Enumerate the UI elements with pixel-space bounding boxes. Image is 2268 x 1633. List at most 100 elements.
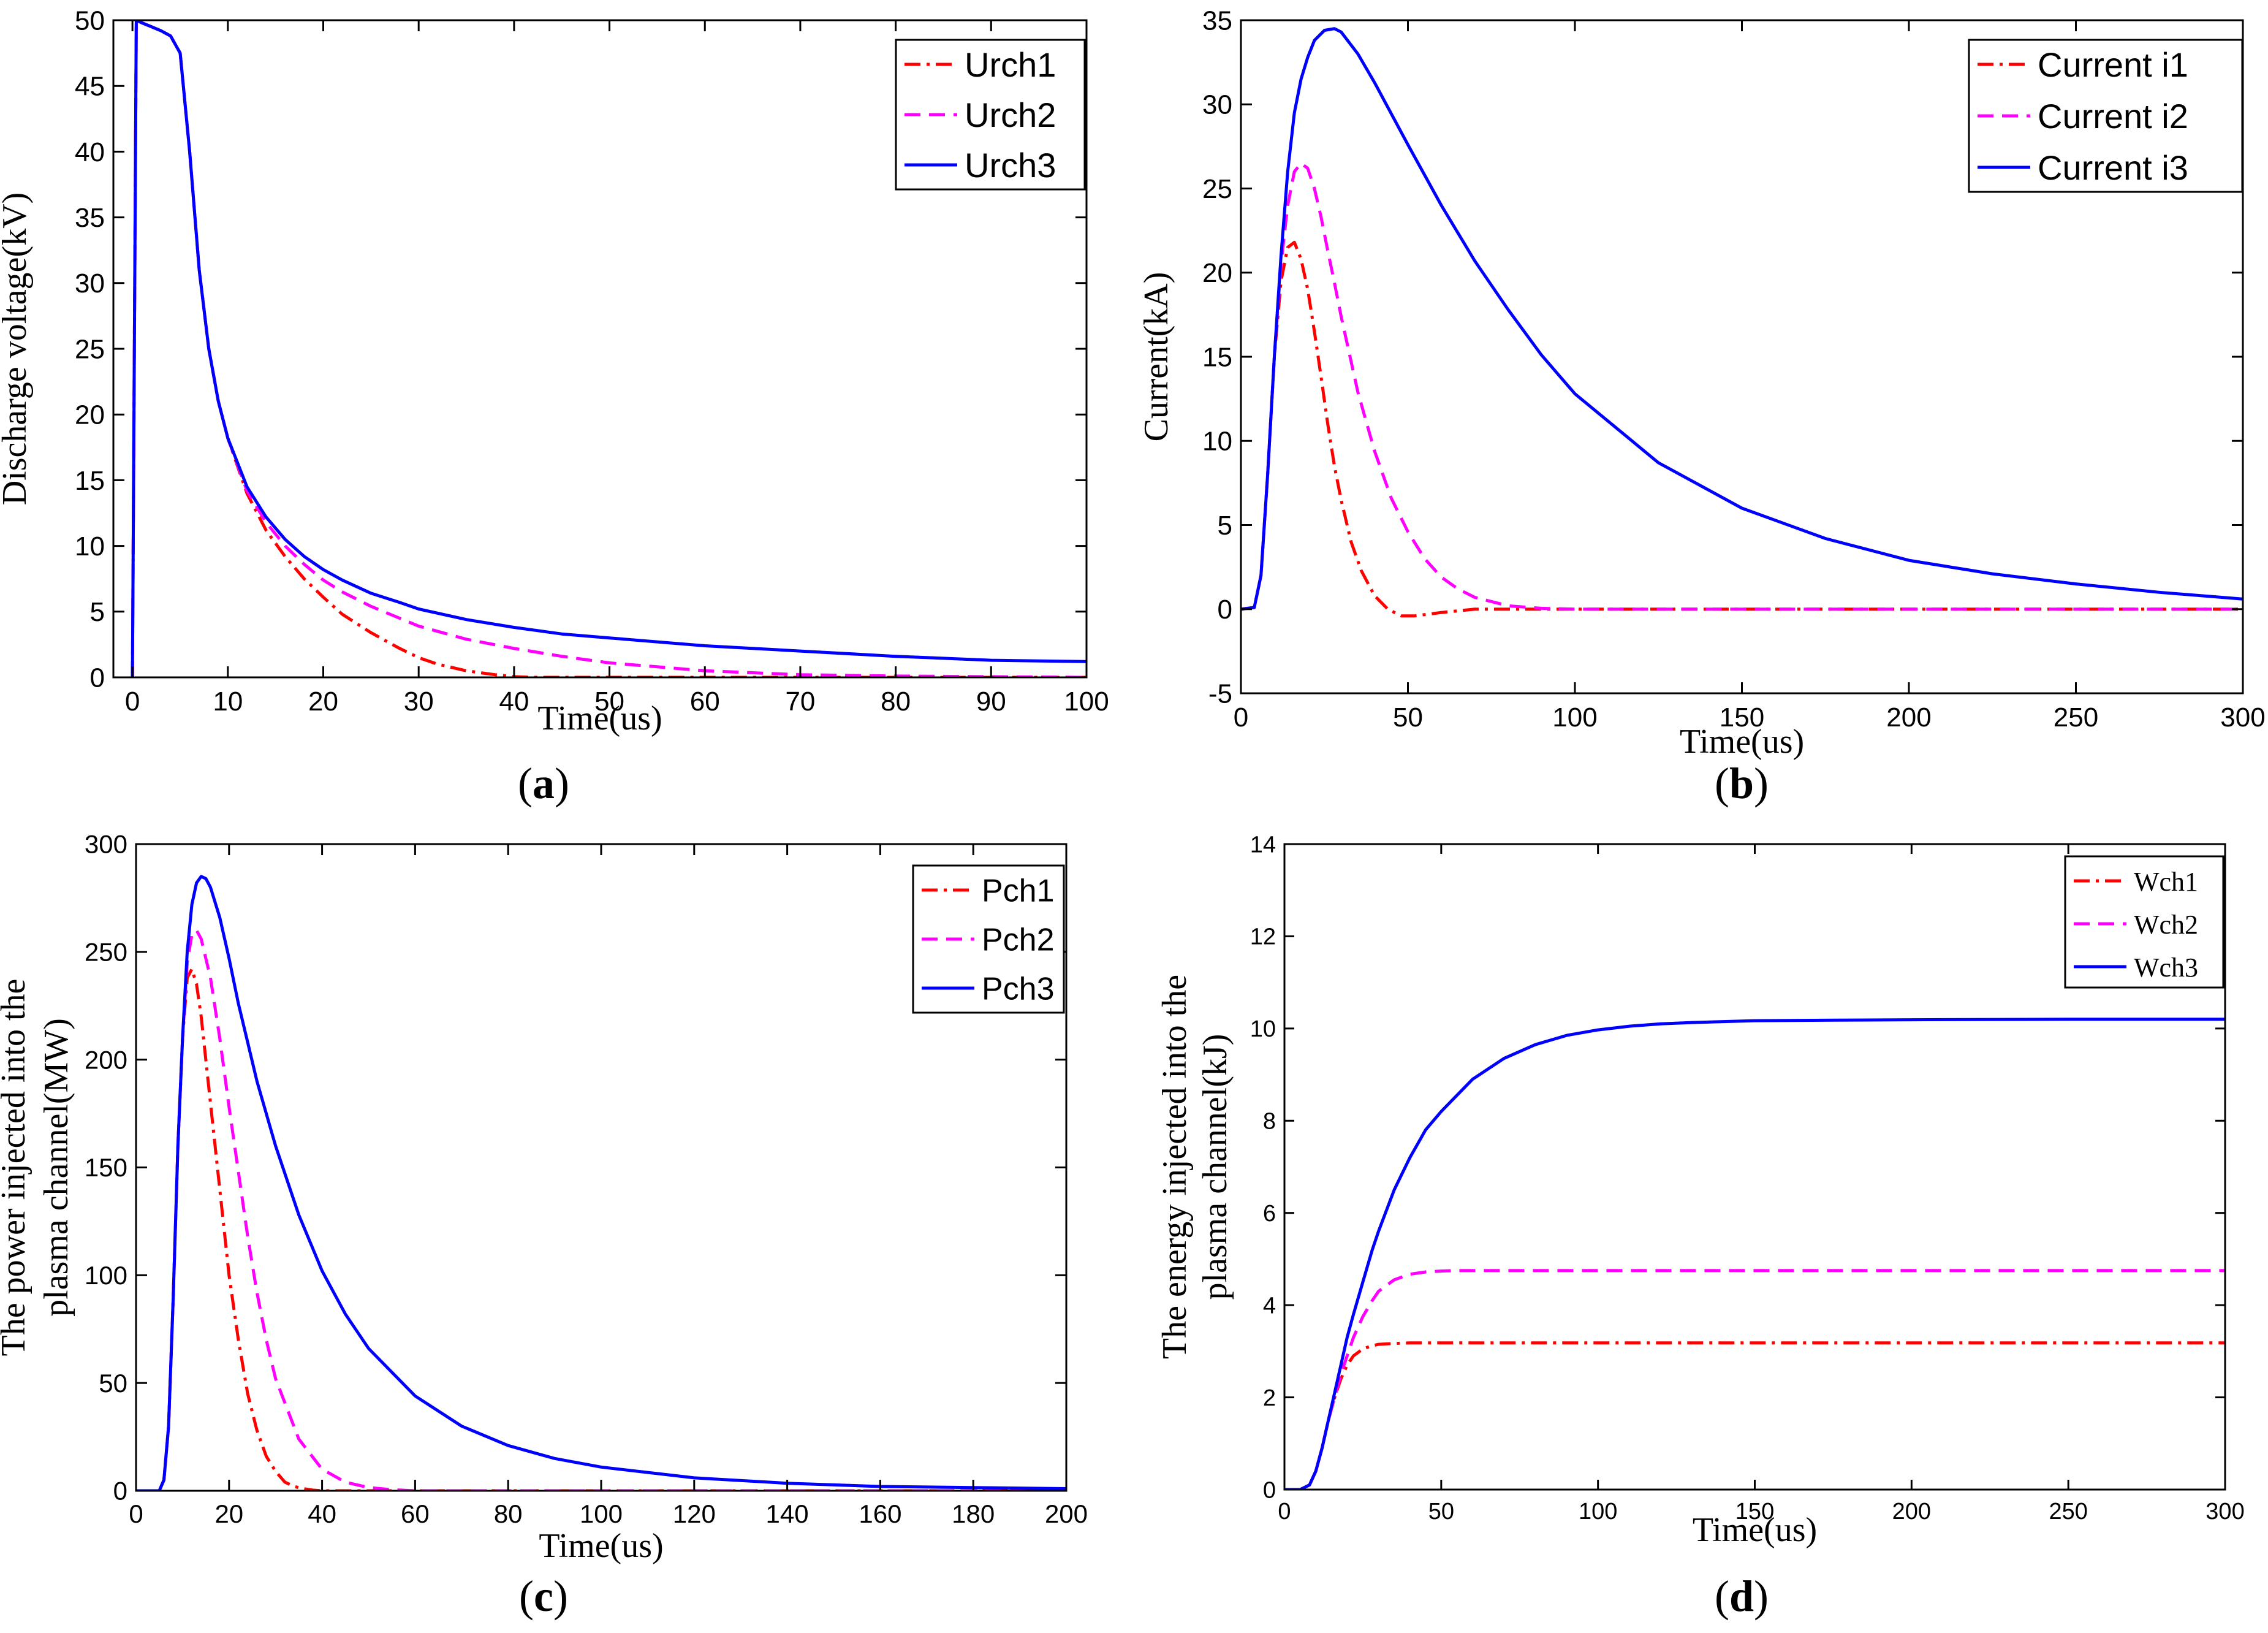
x-tick-label: 30 [404, 687, 434, 717]
series-line-current-i3 [1241, 27, 2243, 611]
x-tick-label: 0 [1278, 1499, 1291, 1525]
y-tick-label: 10 [1202, 427, 1232, 457]
series-line-urch3 [131, 20, 1087, 677]
y-tick-label: 30 [75, 268, 105, 299]
x-tick-label: 140 [766, 1499, 809, 1528]
y-tick-label: 15 [75, 466, 105, 496]
x-tick-label: 0 [129, 1499, 143, 1528]
y-tick-label: 35 [1202, 6, 1232, 36]
x-tick-label: 300 [2220, 702, 2265, 733]
y-tick-label: 0 [1263, 1477, 1276, 1503]
x-tick-label: 80 [494, 1499, 523, 1528]
x-tick-label: 300 [2205, 1499, 2244, 1525]
y-axis-label: Discharge voltage(kV) [0, 192, 34, 506]
legend-label: Pch3 [982, 972, 1055, 1007]
x-tick-label: 50 [1428, 1499, 1454, 1525]
x-tick-label: 20 [214, 1499, 243, 1528]
panel-c: 0 20 40 60 80 100 120 140 160 180 200 0 50 100 150 200 2… [0, 830, 1088, 1621]
x-tick-label: 200 [1886, 702, 1931, 733]
panel-caption: (d) [1715, 1572, 1769, 1621]
series-line-wch1 [1284, 1341, 2225, 1490]
caption-paren: ( [519, 1572, 534, 1621]
panel-a: 0 10 20 30 40 50 60 70 80 90 100 0 5 10 15 20 25 30 35 40 45… [0, 6, 1109, 808]
x-tick-label: 250 [2049, 1499, 2087, 1525]
legend-label: Urch3 [965, 146, 1056, 185]
x-tick-label: 160 [859, 1499, 901, 1528]
panel-caption: (c) [519, 1572, 568, 1621]
caption-paren: ( [1715, 1572, 1729, 1621]
x-tick-label: 80 [881, 687, 911, 717]
x-tick-label: 100 [580, 1499, 623, 1528]
x-tick-label: 50 [594, 687, 624, 717]
x-tick-label: 100 [1552, 702, 1597, 733]
x-axis-label: Time(us) [539, 1527, 663, 1565]
x-tick-label: 200 [1892, 1499, 1931, 1525]
x-tick-label: 250 [2054, 702, 2098, 733]
y-tick-label: 2 [1263, 1385, 1276, 1411]
series-line-current-i1 [1241, 240, 2243, 618]
y-tick-label: 20 [1202, 258, 1232, 288]
panel-b: 0 50 100 150 200 250 300-505101520253035Time(u… [1137, 6, 2266, 808]
y-tick-label: 6 [1263, 1201, 1276, 1227]
x-tick-label: 150 [1720, 702, 1764, 733]
y-tick-label: 4 [1263, 1293, 1276, 1319]
series-line-pch2 [136, 929, 1066, 1491]
x-axis-label: Time(us) [1693, 1511, 1817, 1549]
legend-label: Pch1 [982, 874, 1055, 909]
y-axis-label: The power injected into the [0, 979, 32, 1357]
y-tick-label: 0 [90, 663, 105, 693]
caption-paren: ) [1754, 759, 1769, 808]
x-tick-label: 180 [952, 1499, 995, 1528]
panel-caption: (b) [1715, 759, 1769, 808]
y-tick-label: 25 [1202, 174, 1232, 204]
x-tick-label: 50 [1393, 702, 1423, 733]
x-tick-label: 60 [401, 1499, 430, 1528]
y-tick-label: 40 [75, 137, 105, 167]
y-tick-label: 100 [85, 1261, 127, 1290]
y-tick-label: 5 [90, 597, 105, 627]
x-tick-label: 70 [785, 687, 815, 717]
x-tick-label: 10 [213, 687, 243, 717]
series-line-pch1 [136, 967, 1066, 1491]
x-tick-label: 20 [308, 687, 338, 717]
y-tick-label: 10 [1250, 1016, 1276, 1042]
series-line-wch2 [1284, 1269, 2225, 1490]
x-tick-label: 100 [1064, 687, 1109, 717]
series-line-wch3 [1284, 1018, 2225, 1490]
y-axis-label: plasma channel(MW) [37, 1018, 75, 1317]
y-tick-label: 12 [1250, 924, 1276, 950]
legend-label: Current i3 [2038, 148, 2188, 187]
panel-d: 0 50 100 150 200 250 300 0 2 4 6 8 10 12 14 Time(us) The… [1156, 832, 2245, 1621]
x-axis-label: Time(us) [1680, 723, 1804, 761]
legend-label: Current i1 [2038, 45, 2188, 84]
legend-label: Current i2 [2038, 97, 2188, 135]
panel-caption: (a) [518, 759, 569, 808]
y-tick-label: 300 [85, 830, 127, 859]
legend-label: Urch2 [965, 96, 1056, 134]
y-tick-label: 20 [75, 400, 105, 430]
x-tick-label: 0 [125, 687, 140, 717]
x-tick-label: 90 [976, 687, 1006, 717]
x-tick-label: 40 [308, 1499, 336, 1528]
y-tick-label: 30 [1202, 90, 1232, 120]
caption-paren: ) [1754, 1572, 1769, 1621]
legend-label: Wch2 [2134, 910, 2198, 940]
y-axis-label: plasma channel(kJ) [1196, 1034, 1234, 1300]
legend-label: Pch2 [982, 923, 1055, 958]
caption-letter: a [533, 759, 555, 808]
x-tick-label: 60 [690, 687, 720, 717]
y-tick-label: 8 [1263, 1109, 1276, 1135]
y-tick-label: 45 [75, 72, 105, 102]
legend-label: Wch3 [2134, 953, 2198, 983]
y-tick-label: 150 [85, 1153, 127, 1182]
y-tick-label: -5 [1208, 679, 1232, 709]
caption-letter: d [1729, 1572, 1754, 1621]
series-line-pch3 [136, 875, 1066, 1491]
x-tick-label: 40 [499, 687, 529, 717]
y-axis-label: Current(kA) [1137, 272, 1175, 442]
x-tick-label: 200 [1045, 1499, 1088, 1528]
x-tick-label: 150 [1735, 1499, 1774, 1525]
y-tick-label: 0 [113, 1477, 127, 1505]
y-tick-label: 50 [99, 1369, 127, 1398]
